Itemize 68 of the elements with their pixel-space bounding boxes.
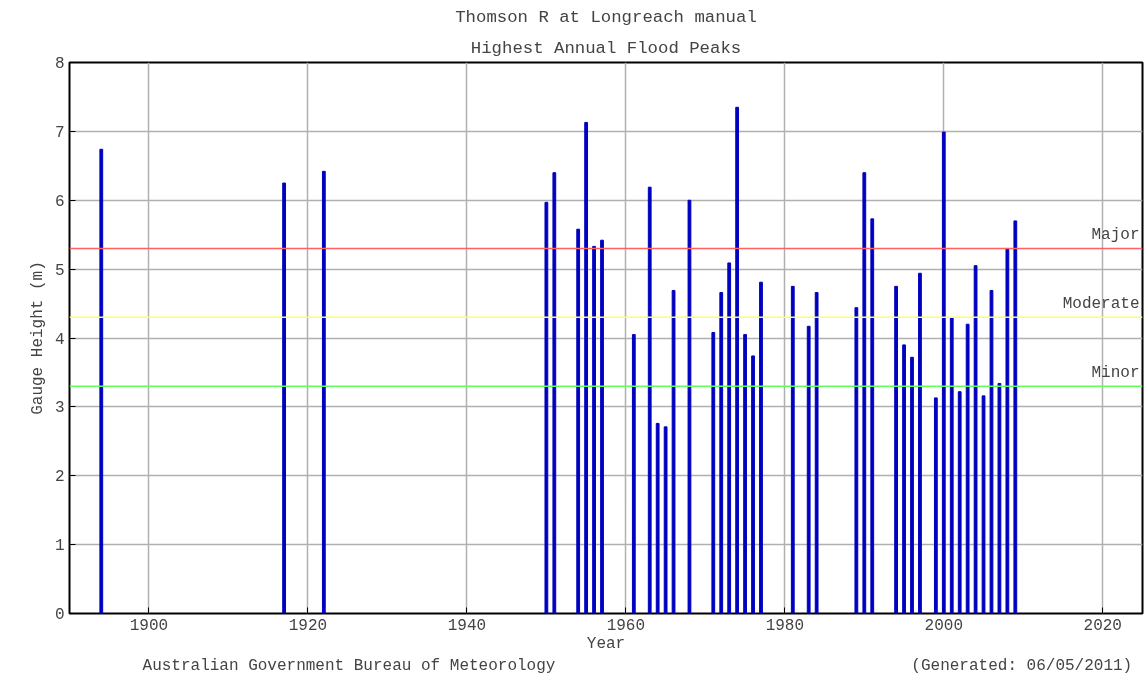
y-tick-label: 5 <box>54 261 65 280</box>
x-axis-title: Year <box>586 634 626 653</box>
text: Australian Government Bureau of Meteorology <box>142 656 556 675</box>
y-tick-label: 7 <box>54 123 65 142</box>
y-tick-label: 2 <box>54 468 65 487</box>
bar <box>655 422 660 614</box>
chart-title: Thomson R at Longreach manual <box>455 7 757 27</box>
bar <box>321 170 326 614</box>
y-tick-label: 8 <box>54 55 65 73</box>
bar <box>894 285 898 614</box>
bar <box>806 325 811 614</box>
bar <box>965 323 970 614</box>
bar <box>941 131 946 614</box>
y-tick-label: 3 <box>54 399 65 418</box>
bar <box>862 172 867 614</box>
bar <box>790 285 795 614</box>
bar <box>719 292 724 614</box>
y-axis-title: Gauge Height (m) <box>28 261 47 415</box>
bar <box>989 289 994 614</box>
bar <box>918 272 922 614</box>
bar <box>671 289 676 614</box>
bar <box>544 201 549 614</box>
bar <box>647 186 652 614</box>
ref-line-label: Moderate <box>1062 295 1140 314</box>
bar <box>902 344 906 614</box>
bar <box>663 426 668 614</box>
chart-subtitle: Highest Annual Flood Peaks <box>470 38 742 58</box>
bar <box>933 397 938 614</box>
ref-line-label: Minor <box>1091 364 1140 383</box>
bar <box>99 148 104 614</box>
bar <box>735 106 740 614</box>
bar <box>743 334 747 614</box>
y-tick-label: 1 <box>54 537 65 556</box>
bar <box>1005 247 1010 614</box>
bar <box>600 239 604 614</box>
x-tick-label: 1900 <box>129 616 169 635</box>
y-tick-label: 0 <box>54 606 65 624</box>
x-tick-label: 1980 <box>765 616 805 635</box>
x-tick-label: 2000 <box>924 616 963 635</box>
x-tick-label: 1920 <box>288 616 328 635</box>
bar <box>584 121 589 614</box>
bar <box>997 382 1002 614</box>
bar <box>1013 220 1018 614</box>
bar <box>576 228 581 614</box>
bar <box>910 356 914 614</box>
x-tick-label: 1960 <box>606 616 646 635</box>
bar <box>759 281 763 614</box>
bar <box>870 218 875 614</box>
bar <box>854 307 859 614</box>
bar <box>592 245 596 614</box>
bar <box>687 199 692 614</box>
bar <box>949 317 954 614</box>
bar <box>981 395 986 614</box>
ref-line-label: Major <box>1091 226 1140 245</box>
bar <box>957 391 962 614</box>
bar <box>711 331 716 614</box>
x-tick-label: 2020 <box>1083 616 1122 635</box>
bar <box>727 262 732 614</box>
bar <box>552 172 557 614</box>
y-tick-label: 4 <box>54 330 65 349</box>
bar <box>973 265 978 614</box>
bar <box>282 182 286 614</box>
x-tick-label: 1940 <box>447 616 487 635</box>
bar <box>751 355 755 614</box>
bar <box>631 334 636 614</box>
text: (Generated: 06/05/2011) <box>911 656 1133 675</box>
y-tick-label: 6 <box>54 192 65 211</box>
bar <box>814 292 819 614</box>
